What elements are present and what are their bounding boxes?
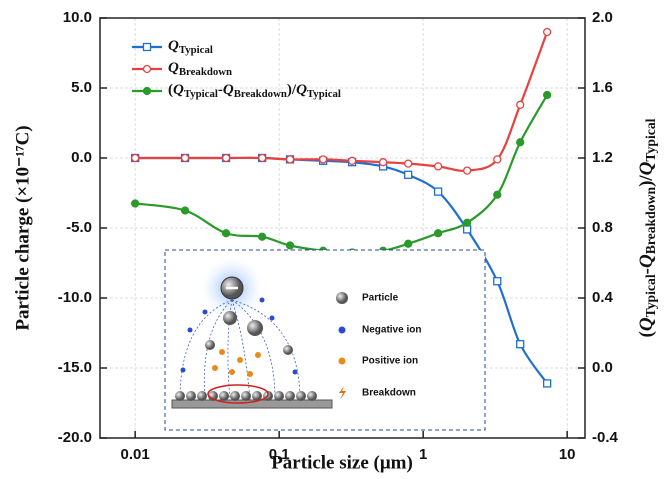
inset-label: Particle (362, 293, 399, 304)
inset-label: Negative ion (362, 325, 421, 336)
marker (132, 200, 139, 207)
marker (223, 230, 230, 237)
inset-label: Breakdown (362, 388, 416, 399)
y-tick-label: -15.0 (58, 359, 92, 376)
inset-label: Positive ion (362, 356, 418, 367)
marker (405, 171, 412, 178)
y2-tick-label: 0.0 (592, 359, 613, 376)
legend-marker (144, 44, 151, 51)
marker (435, 230, 442, 237)
marker (132, 155, 139, 162)
marker (517, 101, 524, 108)
legend-negative-ion (339, 327, 346, 334)
x-tick-label: 0.1 (269, 446, 290, 463)
legend-marker (144, 66, 151, 73)
y2-tick-label: 2.0 (592, 9, 613, 26)
legend-particle (336, 292, 348, 304)
marker (464, 167, 471, 174)
marker (182, 155, 189, 162)
marker (435, 188, 442, 195)
legend-label: QBreakdown​ (168, 60, 232, 78)
marker (544, 29, 551, 36)
marker (494, 278, 501, 285)
marker (320, 156, 327, 163)
marker (494, 191, 501, 198)
marker (517, 139, 524, 146)
x-tick-label: 0.01 (121, 446, 150, 463)
y2-tick-label: -0.4 (592, 429, 619, 446)
marker (287, 156, 294, 163)
marker (464, 219, 471, 226)
legend-label: QTypical​ (168, 38, 213, 56)
y-tick-label: -20.0 (58, 429, 92, 446)
marker (287, 242, 294, 249)
marker (380, 159, 387, 166)
substrate (172, 400, 332, 408)
y-tick-label: -5.0 (66, 219, 92, 236)
legend-positive-ion (339, 358, 346, 365)
y2-tick-label: 0.4 (592, 289, 614, 306)
marker (259, 155, 266, 162)
legend-label: (QTypical​-QBreakdown​)/QTypical​ (168, 82, 341, 100)
chart: Particle size (μm) Particle charge (×10⁻… (0, 0, 667, 474)
marker (544, 380, 551, 387)
y2-axis-label: (QTypical​-QBreakdown​)/QTypical​ (636, 118, 658, 337)
marker (405, 160, 412, 167)
y-tick-label: 0.0 (71, 149, 92, 166)
y-tick-label: 10.0 (63, 9, 92, 26)
x-tick-label: 10 (559, 446, 576, 463)
y2-tick-label: 1.6 (592, 79, 613, 96)
series-line (135, 95, 547, 253)
marker (223, 155, 230, 162)
marker (544, 92, 551, 99)
y2-tick-label: 0.8 (592, 219, 613, 236)
marker (435, 163, 442, 170)
y2-tick-label: 1.2 (592, 149, 613, 166)
marker (259, 233, 266, 240)
inset: Particle Negative ion Positive ion Break… (165, 250, 485, 430)
marker (494, 156, 501, 163)
x-axis-label: Particle size (μm) (271, 452, 413, 473)
marker (517, 341, 524, 348)
x-tick-label: 1 (419, 446, 427, 463)
legend-marker (144, 88, 151, 95)
y-tick-label: 5.0 (71, 79, 92, 96)
y-axis-label: Particle charge (×10⁻¹⁷C) (12, 125, 33, 330)
marker (464, 226, 471, 233)
marker (182, 207, 189, 214)
marker (349, 157, 356, 164)
y-tick-label: -10.0 (58, 289, 92, 306)
marker (405, 240, 412, 247)
